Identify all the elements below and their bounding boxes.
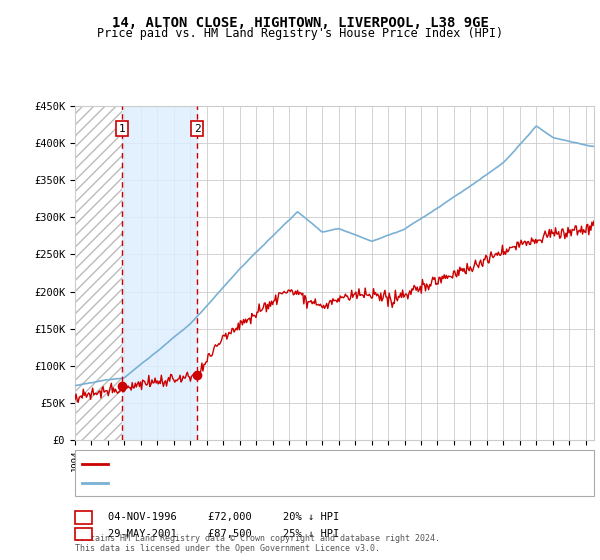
Text: 2: 2: [80, 529, 86, 539]
Text: HPI: Average price, detached house, Sefton: HPI: Average price, detached house, Seft…: [114, 478, 366, 488]
Text: 2: 2: [194, 124, 200, 134]
Text: 29-MAY-2001     £87,500     25% ↓ HPI: 29-MAY-2001 £87,500 25% ↓ HPI: [108, 529, 339, 539]
Bar: [75, 106, 122, 440]
Text: 14, ALTON CLOSE, HIGHTOWN, LIVERPOOL, L38 9GE (detached house): 14, ALTON CLOSE, HIGHTOWN, LIVERPOOL, L3…: [114, 459, 486, 469]
Bar: [122, 106, 197, 440]
Text: Price paid vs. HM Land Registry's House Price Index (HPI): Price paid vs. HM Land Registry's House …: [97, 27, 503, 40]
Text: 1: 1: [80, 512, 86, 522]
Text: 04-NOV-1996     £72,000     20% ↓ HPI: 04-NOV-1996 £72,000 20% ↓ HPI: [108, 512, 339, 522]
Text: 14, ALTON CLOSE, HIGHTOWN, LIVERPOOL, L38 9GE: 14, ALTON CLOSE, HIGHTOWN, LIVERPOOL, L3…: [112, 16, 488, 30]
Text: Contains HM Land Registry data © Crown copyright and database right 2024.
This d: Contains HM Land Registry data © Crown c…: [75, 534, 440, 553]
Text: 1: 1: [118, 124, 125, 134]
Bar: [75, 106, 122, 440]
